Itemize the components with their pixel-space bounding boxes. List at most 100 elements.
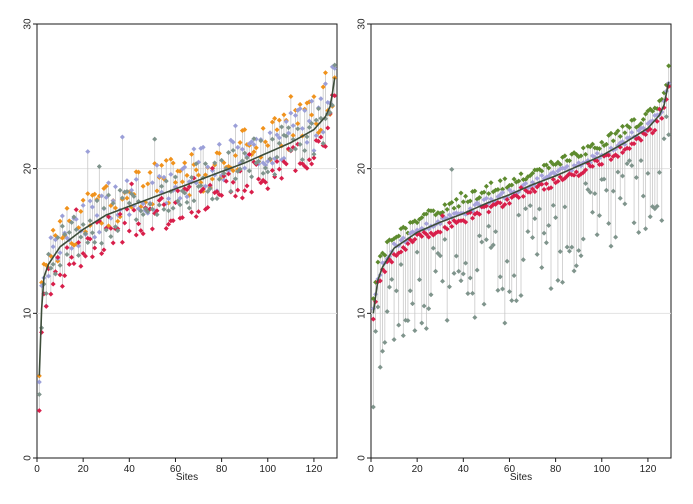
point-crimson [483,203,489,209]
point-green [613,131,619,137]
point-grey [389,276,395,282]
point-crimson [389,259,395,265]
point-green [497,178,503,184]
point-grey [481,301,487,307]
point-green [578,153,584,159]
point-slate [50,261,56,267]
x-tick-label: 80 [550,464,562,475]
point-orange [152,160,158,167]
point-lavender [232,123,239,129]
point-grey [458,278,464,284]
point-grey [460,271,466,277]
point-lavender [124,178,130,184]
point-crimson [649,130,656,136]
point-green [583,151,589,157]
point-grey [382,339,388,346]
point-lavender [302,107,308,114]
point-lavender [304,139,310,145]
point-crimson [193,214,199,220]
point-lavender [276,135,282,141]
point-crimson [184,187,190,193]
point-slate [246,168,252,174]
point-green [596,146,603,152]
point-orange [253,145,259,151]
point-green [608,130,614,136]
point-grey [548,285,554,292]
point-crimson [548,185,554,191]
point-lavender [48,235,54,241]
point-crimson [87,236,93,242]
point-orange [115,218,121,224]
point-lavender [80,202,86,208]
point-grey [529,234,536,241]
point-green [486,191,492,197]
point-grey [414,249,420,255]
point-crimson [62,273,68,279]
point-orange [124,195,130,201]
point-green [649,108,656,114]
point-crimson [133,232,139,238]
point-grey [509,297,515,304]
y-tick-label: 20 [23,163,34,175]
point-lavender [165,196,172,202]
point-slate [295,126,301,132]
point-grey [467,275,473,281]
point-green [451,205,457,211]
point-grey [400,333,406,339]
point-green [476,194,483,201]
point-grey [619,173,626,179]
point-green [610,138,616,144]
point-slate [133,217,139,223]
y-tick-label: 30 [23,18,34,30]
point-grey [426,306,432,312]
point-lavender [168,171,174,177]
point-grey [603,187,609,193]
point-grey [463,260,469,266]
point-lavender [274,132,280,138]
point-slate [82,230,89,237]
point-grey [541,230,547,236]
point-grey [539,264,545,271]
point-grey [516,212,522,218]
point-lavender [446,212,453,218]
series-grey [370,114,672,410]
point-slate [92,239,98,245]
point-crimson [189,209,195,215]
point-grey [555,277,561,283]
point-lavender [184,194,190,200]
point-orange [322,70,329,76]
point-grey [553,214,559,221]
point-green [382,252,388,258]
point-orange [159,162,165,168]
point-green [412,218,418,224]
point-orange [142,199,149,206]
point-crimson [165,221,172,227]
point-grey [416,277,423,283]
point-green [619,123,626,129]
point-crimson [652,127,658,133]
point-lavender [594,150,600,156]
point-slate [205,188,211,195]
point-grey [469,290,476,296]
point-slate [276,140,282,146]
point-grey [589,209,596,215]
point-crimson [599,161,605,167]
point-grey [412,328,418,334]
point-crimson [159,195,165,201]
point-green [643,111,649,117]
point-grey [562,204,568,210]
point-crimson [412,236,418,242]
point-slate [214,195,220,202]
point-crimson [322,143,329,150]
point-grey [596,212,603,219]
point-slate [228,188,234,194]
point-slate [75,252,82,258]
point-slate [302,148,308,154]
x-tick-label: 20 [412,464,424,475]
point-green [509,182,515,188]
point-orange [237,139,243,146]
point-slate [159,183,165,189]
point-crimson [290,144,296,150]
point-grey [377,364,383,370]
point-grey [564,244,570,250]
